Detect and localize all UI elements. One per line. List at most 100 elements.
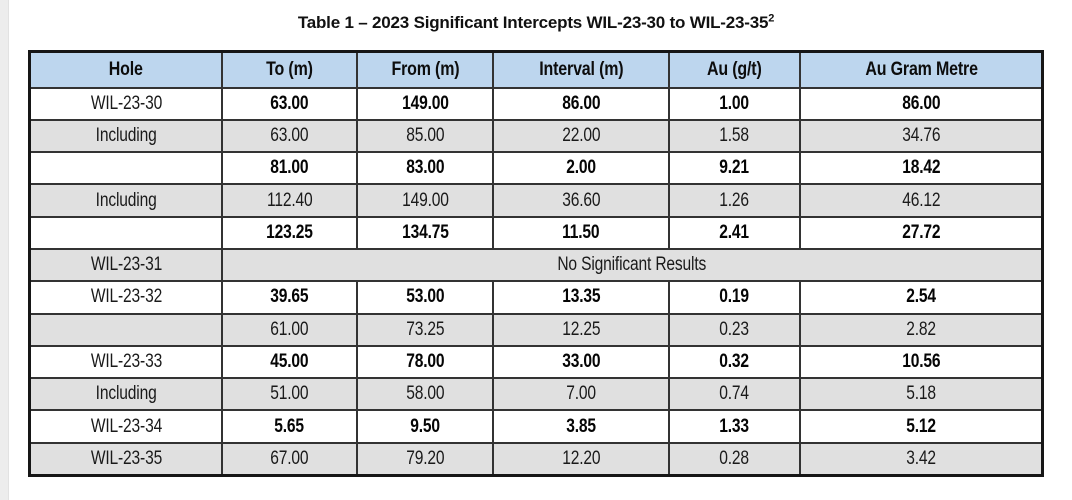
- table-row: 81.00 83.00 2.00 9.21 18.42: [28, 151, 1044, 186]
- to-cell: 63.00: [220, 86, 358, 121]
- from-cell: 58.00: [355, 377, 495, 412]
- table-title-footnote-superscript: 2: [768, 12, 775, 25]
- from-cell: 149.00: [355, 86, 495, 121]
- au-gram-metre-cell: 3.42: [799, 441, 1044, 477]
- column-header-au: Au (g/t): [667, 50, 802, 89]
- column-header-au-gram-metre: Au Gram Metre: [799, 50, 1044, 89]
- au-gram-metre-cell: 5.18: [799, 377, 1044, 412]
- hole-cell: WIL-23-35: [28, 441, 223, 477]
- header-row: Hole To (m) From (m) Interval (m) Au (g/…: [28, 50, 1044, 89]
- page-edge: [0, 0, 9, 500]
- au-cell: 0.23: [667, 312, 802, 347]
- hole-cell: WIL-23-30: [28, 86, 223, 121]
- to-cell: 5.65: [220, 409, 358, 444]
- interval-cell: 7.00: [492, 377, 670, 412]
- au-gram-metre-cell: 86.00: [799, 86, 1044, 121]
- au-cell: 2.41: [667, 215, 802, 250]
- hole-cell: Including: [28, 377, 223, 412]
- au-gram-metre-cell: 27.72: [799, 215, 1044, 250]
- hole-cell: WIL-23-34: [28, 409, 223, 444]
- table-row: Including 63.00 85.00 22.00 1.58 34.76: [28, 118, 1044, 154]
- to-cell: 39.65: [220, 280, 358, 315]
- table-row: 61.00 73.25 12.25 0.23 2.82: [28, 312, 1044, 347]
- au-cell: 1.33: [667, 409, 802, 444]
- table-row: 123.25 134.75 11.50 2.41 27.72: [28, 215, 1044, 250]
- interval-cell: 86.00: [492, 86, 670, 121]
- from-cell: 73.25: [355, 312, 495, 347]
- to-cell: 67.00: [220, 441, 358, 477]
- to-cell: 63.00: [220, 118, 358, 154]
- au-cell: 0.28: [667, 441, 802, 477]
- table-row: WIL-23-33 45.00 78.00 33.00 0.32 10.56: [28, 344, 1044, 380]
- to-cell: 81.00: [220, 151, 358, 186]
- from-cell: 9.50: [355, 409, 495, 444]
- table-row: Including 112.40 149.00 36.60 1.26 46.12: [28, 183, 1044, 218]
- from-cell: 53.00: [355, 280, 495, 315]
- interval-cell: 2.00: [492, 151, 670, 186]
- column-header-from: From (m): [355, 50, 495, 89]
- hole-cell: [28, 312, 223, 347]
- to-cell: 51.00: [220, 377, 358, 412]
- hole-cell: WIL-23-31: [28, 247, 223, 283]
- table-header: Hole To (m) From (m) Interval (m) Au (g/…: [28, 50, 1044, 89]
- au-cell: 0.32: [667, 344, 802, 380]
- column-header-label: From (m): [391, 58, 460, 81]
- column-header-label: Au Gram Metre: [864, 58, 978, 81]
- au-cell: 9.21: [667, 151, 802, 186]
- table-row: WIL-23-34 5.65 9.50 3.85 1.33 5.12: [28, 409, 1044, 444]
- interval-cell: 13.35: [492, 280, 670, 315]
- hole-cell: [28, 215, 223, 250]
- interval-cell: 12.25: [492, 312, 670, 347]
- table-row: WIL-23-30 63.00 149.00 86.00 1.00 86.00: [28, 86, 1044, 121]
- table-title-text: Table 1 – 2023 Significant Intercepts WI…: [297, 13, 769, 32]
- to-cell: 61.00: [220, 312, 358, 347]
- from-cell: 79.20: [355, 441, 495, 477]
- au-gram-metre-cell: 18.42: [799, 151, 1044, 186]
- au-gram-metre-cell: 46.12: [799, 183, 1044, 218]
- to-cell: 123.25: [220, 215, 358, 250]
- document-body: Table 1 – 2023 Significant Intercepts WI…: [28, 0, 1044, 477]
- au-cell: 0.19: [667, 280, 802, 315]
- hole-cell: [28, 151, 223, 186]
- from-cell: 134.75: [355, 215, 495, 250]
- from-cell: 149.00: [355, 183, 495, 218]
- column-header-label: Hole: [108, 58, 143, 81]
- column-header-label: Au (g/t): [707, 58, 762, 81]
- au-gram-metre-cell: 10.56: [799, 344, 1044, 380]
- interval-cell: 22.00: [492, 118, 670, 154]
- hole-cell: WIL-23-32: [28, 280, 223, 315]
- interval-cell: 36.60: [492, 183, 670, 218]
- table-row: Including 51.00 58.00 7.00 0.74 5.18: [28, 377, 1044, 412]
- au-cell: 1.26: [667, 183, 802, 218]
- table-row: WIL-23-35 67.00 79.20 12.20 0.28 3.42: [28, 441, 1044, 477]
- table-body: WIL-23-30 63.00 149.00 86.00 1.00 86.00 …: [28, 86, 1044, 477]
- column-header-interval: Interval (m): [492, 50, 670, 89]
- hole-cell: Including: [28, 183, 223, 218]
- au-cell: 0.74: [667, 377, 802, 412]
- no-significant-results-cell: No Significant Results: [220, 247, 1044, 283]
- column-header-to: To (m): [220, 50, 358, 89]
- interval-cell: 11.50: [492, 215, 670, 250]
- au-cell: 1.58: [667, 118, 802, 154]
- from-cell: 85.00: [355, 118, 495, 154]
- interval-cell: 12.20: [492, 441, 670, 477]
- au-gram-metre-cell: 34.76: [799, 118, 1044, 154]
- interval-cell: 3.85: [492, 409, 670, 444]
- from-cell: 83.00: [355, 151, 495, 186]
- from-cell: 78.00: [355, 344, 495, 380]
- column-header-label: To (m): [265, 58, 313, 81]
- au-cell: 1.00: [667, 86, 802, 121]
- au-gram-metre-cell: 2.54: [799, 280, 1044, 315]
- table-row: WIL-23-31 No Significant Results: [28, 247, 1044, 283]
- au-gram-metre-cell: 5.12: [799, 409, 1044, 444]
- interval-cell: 33.00: [492, 344, 670, 380]
- hole-cell: Including: [28, 118, 223, 154]
- column-header-label: Interval (m): [538, 58, 624, 81]
- table-row: WIL-23-32 39.65 53.00 13.35 0.19 2.54: [28, 280, 1044, 315]
- column-header-hole: Hole: [28, 50, 223, 89]
- to-cell: 112.40: [220, 183, 358, 218]
- significant-intercepts-table: Hole To (m) From (m) Interval (m) Au (g/…: [28, 50, 1044, 477]
- to-cell: 45.00: [220, 344, 358, 380]
- hole-cell: WIL-23-33: [28, 344, 223, 380]
- au-gram-metre-cell: 2.82: [799, 312, 1044, 347]
